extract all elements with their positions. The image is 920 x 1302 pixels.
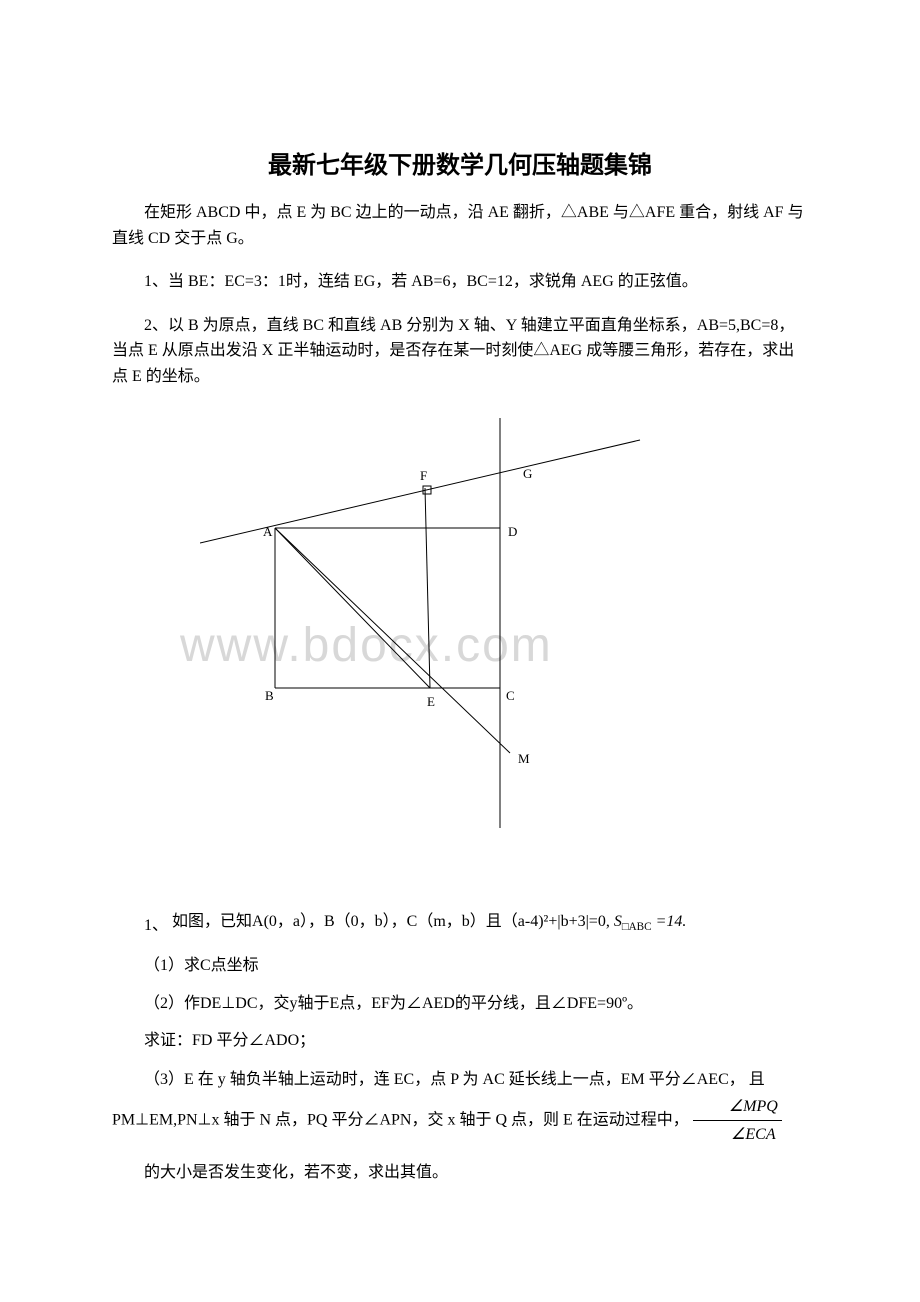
svg-text:G: G: [523, 466, 532, 481]
S-equals: =14.: [656, 913, 687, 930]
problem1-line1: 1、 如图，已知A(0，a），B（0，b），C（m，b）且（a-4)²+|b+3…: [112, 908, 808, 939]
svg-text:D: D: [508, 524, 517, 539]
S-symbol: S: [614, 913, 622, 930]
problem1-part3: （3）E 在 y 轴负半轴上运动时，连 EC，点 P 为 AC 延长线上一点，E…: [112, 1066, 808, 1149]
S-subscript: □ABC: [622, 921, 652, 933]
svg-text:F: F: [420, 468, 427, 483]
fraction-numerator: ∠MPQ: [693, 1093, 782, 1121]
problem1-part2a: （2）作DE⊥DC，交y轴于E点，EF为∠AED的平分线，且∠DFE=90º。: [112, 991, 808, 1017]
svg-text:B: B: [265, 688, 274, 703]
svg-text:A: A: [263, 524, 273, 539]
fraction-mpq-eca: ∠MPQ ∠ECA: [693, 1093, 782, 1148]
svg-text:M: M: [518, 751, 530, 766]
problem1-text: 如图，已知A(0，a），B（0，b），C（m，b）且（a-4)²+|b+3|=0…: [172, 913, 610, 930]
problem1-part3-text: （3）E 在 y 轴负半轴上运动时，连 EC，点 P 为 AC 延长线上一点，E…: [112, 1071, 765, 1129]
svg-text:E: E: [427, 694, 435, 709]
geometry-diagram: A B C D E F G M: [112, 408, 808, 848]
fraction-denominator: ∠ECA: [693, 1121, 782, 1148]
page-title: 最新七年级下册数学几何压轴题集锦: [112, 145, 808, 180]
svg-text:C: C: [506, 688, 515, 703]
problem1-part1: （1）求C点坐标: [112, 953, 808, 979]
problem1-part2b: 求证：FD 平分∠ADO；: [112, 1028, 808, 1054]
question-2: 2、以 B 为原点，直线 BC 和直线 AB 分别为 X 轴、Y 轴建立平面直角…: [112, 313, 808, 390]
intro-paragraph: 在矩形 ABCD 中，点 E 为 BC 边上的一动点，沿 AE 翻折，△ABE …: [112, 200, 808, 251]
question-1: 1、当 BE：EC=3：1时，连结 EG，若 AB=6，BC=12，求锐角 AE…: [112, 269, 808, 295]
problem1-prefix: 1、: [144, 917, 168, 934]
problem1-part4: 的大小是否发生变化，若不变，求出其值。: [112, 1160, 808, 1186]
page-content: 最新七年级下册数学几何压轴题集锦 在矩形 ABCD 中，点 E 为 BC 边上的…: [112, 145, 808, 1186]
